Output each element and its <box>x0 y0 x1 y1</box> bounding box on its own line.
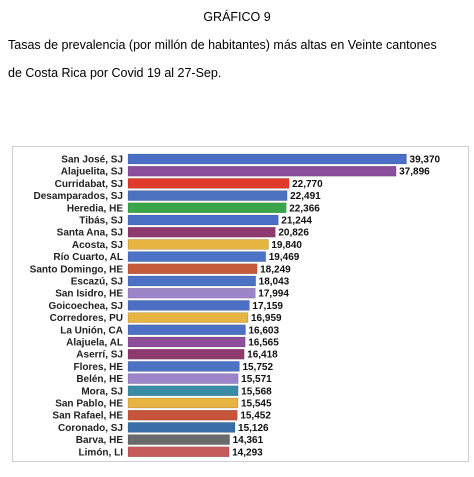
bar <box>127 336 246 348</box>
bar <box>127 434 230 445</box>
value-label: 15,452 <box>240 411 271 422</box>
bar <box>127 165 397 177</box>
category-label: Corredores, PU <box>50 313 123 324</box>
category-label: Mora, SJ <box>81 386 123 397</box>
category-label: San Pablo, HE <box>55 399 123 410</box>
bar <box>127 275 256 287</box>
bar <box>127 422 236 433</box>
category-label: Limón, LI <box>79 447 124 458</box>
category-label: Escazú, SJ <box>71 277 123 288</box>
bar <box>127 226 276 238</box>
value-label: 39,370 <box>410 155 441 166</box>
chart-heading: GRÁFICO 9 <box>203 10 271 24</box>
bar <box>127 385 239 397</box>
value-label: 15,752 <box>242 362 273 373</box>
category-label: Goicoechea, SJ <box>49 301 123 312</box>
chart-subtitle-line-1: Tasas de prevalencia (por millón de habi… <box>8 38 437 52</box>
bar <box>127 373 239 384</box>
category-label: Tibás, SJ <box>79 216 123 227</box>
category-label: Belén, HE <box>76 374 123 385</box>
category-label: San Rafael, HE <box>52 411 123 422</box>
chart-frame: San José, SJ 39,370 Alajuelita, SJ 37,896 Cu… <box>12 146 469 462</box>
category-label: Curridabat, SJ <box>55 179 123 190</box>
category-label: Heredia, HE <box>67 203 123 214</box>
bar <box>127 300 250 311</box>
value-label: 16,603 <box>248 325 279 336</box>
bar <box>127 214 279 226</box>
value-label: 16,959 <box>251 313 282 324</box>
value-label: 19,469 <box>269 252 300 263</box>
bar-chart: San José, SJ 39,370 Alajuelita, SJ 37,896 Cu… <box>30 153 441 458</box>
bar <box>127 202 287 214</box>
value-label: 21,244 <box>281 216 312 227</box>
value-label: 19,840 <box>271 240 302 251</box>
value-label: 22,770 <box>292 179 323 190</box>
value-label: 16,565 <box>248 338 279 349</box>
bar <box>127 263 258 275</box>
value-label: 16,418 <box>247 350 278 361</box>
category-label: Aserrí, SJ <box>76 350 123 361</box>
bar <box>127 251 266 262</box>
bar <box>127 348 245 360</box>
bar <box>127 178 290 189</box>
value-label: 18,249 <box>260 264 291 275</box>
category-label: San José, SJ <box>61 155 123 166</box>
category-label: Acosta, SJ <box>72 240 123 251</box>
category-label: Santa Ana, SJ <box>57 228 123 239</box>
bar <box>127 409 238 421</box>
value-label: 37,896 <box>399 167 430 178</box>
value-label: 15,571 <box>241 374 272 385</box>
bar <box>127 397 239 409</box>
value-label: 15,568 <box>241 386 272 397</box>
bar <box>127 361 240 372</box>
category-label: Alajuela, AL <box>66 338 123 349</box>
value-label: 15,126 <box>238 423 269 434</box>
category-label: Alajuelita, SJ <box>61 167 123 178</box>
bar <box>127 239 269 250</box>
category-label: Flores, HE <box>74 362 124 373</box>
value-label: 22,491 <box>290 191 321 202</box>
category-label: Desamparados, SJ <box>34 191 124 202</box>
value-label: 14,361 <box>233 435 264 446</box>
bar <box>127 324 246 336</box>
category-label: Coronado, SJ <box>58 423 123 434</box>
bar <box>127 312 249 323</box>
value-label: 15,545 <box>241 399 272 410</box>
value-label: 20,826 <box>278 228 309 239</box>
value-label: 22,366 <box>289 203 320 214</box>
value-label: 17,159 <box>252 301 283 312</box>
category-label: La Unión, CA <box>60 325 123 336</box>
category-label: San Isidro, HE <box>55 289 123 300</box>
bar <box>127 153 407 165</box>
value-label: 17,994 <box>258 289 289 300</box>
category-label: Río Cuarto, AL <box>53 252 123 263</box>
value-label: 14,293 <box>232 447 263 458</box>
value-label: 18,043 <box>259 277 290 288</box>
chart-subtitle-line-2: de Costa Rica por Covid 19 al 27-Sep. <box>8 66 222 80</box>
bar <box>127 446 230 458</box>
category-label: Barva, HE <box>76 435 124 446</box>
category-label: Santo Domingo, HE <box>30 264 124 275</box>
bar <box>127 190 288 201</box>
bar <box>127 287 256 299</box>
